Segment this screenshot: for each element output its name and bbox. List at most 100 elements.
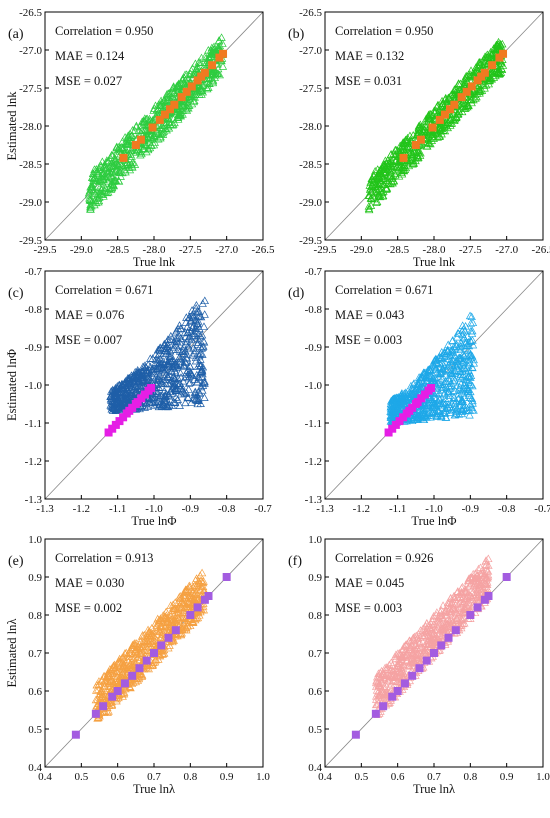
- cloud-triangle: [181, 358, 191, 366]
- cloud-triangle: [453, 394, 463, 403]
- x-tick-label: -0.7: [534, 503, 550, 515]
- cloud-triangle: [443, 387, 453, 395]
- cloud-triangle: [435, 395, 444, 404]
- cloud-triangle: [384, 675, 394, 684]
- cloud-triangle: [209, 45, 219, 54]
- x-tick-label: -26.5: [252, 244, 275, 256]
- cloud-triangle: [415, 378, 425, 387]
- cloud-triangle: [189, 394, 198, 403]
- cloud-triangle: [184, 70, 193, 79]
- cloud-triangle: [461, 406, 470, 415]
- cloud-triangle: [203, 84, 212, 93]
- cloud-triangle: [199, 337, 209, 346]
- cloud-triangle: [138, 371, 148, 380]
- cloud-triangle: [458, 388, 467, 397]
- cloud-triangle: [171, 386, 181, 394]
- cloud-triangle: [187, 398, 196, 406]
- y-tick-label: -1.2: [305, 456, 322, 468]
- cloud-triangle: [456, 367, 465, 376]
- cloud-triangle: [191, 316, 201, 324]
- correlation-text: Correlation = 0.671: [335, 283, 433, 297]
- correlation-text: Correlation = 0.671: [55, 283, 153, 297]
- cloud-triangle: [376, 683, 386, 691]
- cloud-triangle: [385, 671, 394, 679]
- x-tick-label: -1.2: [353, 503, 370, 515]
- cloud-triangle: [145, 143, 155, 152]
- cloud-triangle: [187, 66, 196, 74]
- cloud-triangle: [117, 653, 127, 662]
- cloud-triangle: [395, 648, 404, 657]
- cloud-triangle: [199, 342, 208, 350]
- cloud-triangle: [100, 681, 109, 689]
- cloud-triangle: [201, 52, 210, 60]
- x-axis-label: True lnΦ: [131, 514, 176, 528]
- y-tick-label: 0.7: [308, 648, 322, 660]
- cloud-triangle: [156, 645, 165, 654]
- cloud-triangle: [95, 183, 105, 191]
- cloud-triangle: [173, 612, 182, 621]
- cloud-triangle: [196, 83, 205, 92]
- mae-text: MAE = 0.076: [55, 308, 124, 322]
- cloud-triangle: [192, 308, 201, 316]
- cloud-triangle: [438, 360, 448, 368]
- cloud-triangle: [142, 370, 151, 379]
- cloud-triangle: [135, 122, 145, 131]
- cloud-triangle: [460, 381, 469, 389]
- cloud-triangle: [145, 629, 154, 638]
- cloud-triangle: [175, 347, 185, 355]
- cloud-triangle: [139, 117, 149, 125]
- cloud-triangle: [161, 620, 171, 629]
- cloud-triangle: [441, 409, 450, 417]
- cloud-triangle: [376, 164, 386, 173]
- x-tick-label: 0.4: [318, 771, 332, 783]
- truth-point: [440, 110, 449, 119]
- cloud-triangle: [464, 376, 473, 384]
- y-tick-label: -28.0: [19, 121, 42, 133]
- cloud-triangle: [450, 361, 460, 370]
- truth-point: [484, 592, 493, 600]
- cloud-triangle: [443, 598, 453, 606]
- cloud-triangle: [421, 114, 431, 123]
- cloud-triangle: [402, 657, 411, 666]
- cloud-triangle: [191, 353, 201, 361]
- cloud-triangle: [167, 401, 177, 409]
- cloud-triangle: [86, 200, 95, 208]
- truth-point: [457, 93, 466, 102]
- cloud-triangle: [157, 98, 166, 107]
- x-tick-label: -27.0: [495, 244, 518, 256]
- cloud-triangle: [163, 89, 173, 97]
- cloud-triangle: [102, 188, 112, 197]
- cloud-triangle: [188, 310, 197, 319]
- cloud-triangle: [365, 191, 374, 199]
- x-tick-label: 0.9: [220, 771, 234, 783]
- correlation-text: Correlation = 0.913: [55, 551, 153, 565]
- cloud-triangle: [127, 152, 136, 160]
- cloud-triangle: [417, 631, 427, 639]
- mae-text: MAE = 0.043: [335, 308, 404, 322]
- cloud-triangle: [196, 382, 206, 391]
- cloud-triangle: [211, 69, 220, 77]
- cloud-triangle: [125, 645, 135, 654]
- cloud-triangle: [440, 620, 449, 629]
- cloud-triangle: [414, 121, 424, 130]
- cloud-triangle: [367, 182, 377, 190]
- cloud-triangle: [468, 363, 477, 372]
- cloud-triangle: [464, 358, 474, 366]
- cloud-triangle: [119, 161, 128, 170]
- cloud-triangle: [155, 101, 164, 109]
- cloud-triangle: [480, 57, 489, 66]
- cloud-triangle: [193, 338, 203, 346]
- cloud-triangle: [458, 397, 467, 405]
- cloud-triangle: [194, 396, 203, 404]
- cloud-triangle: [427, 136, 437, 144]
- cloud-triangle: [158, 390, 167, 399]
- truth-point: [445, 105, 454, 114]
- cloud-triangle: [186, 621, 195, 630]
- cloud-triangle: [149, 639, 158, 647]
- cloud-triangle: [176, 110, 185, 118]
- cloud-triangle: [399, 163, 408, 171]
- y-tick-label: -26.5: [299, 7, 322, 19]
- cloud-triangle: [405, 642, 414, 651]
- cloud-triangle: [440, 389, 449, 398]
